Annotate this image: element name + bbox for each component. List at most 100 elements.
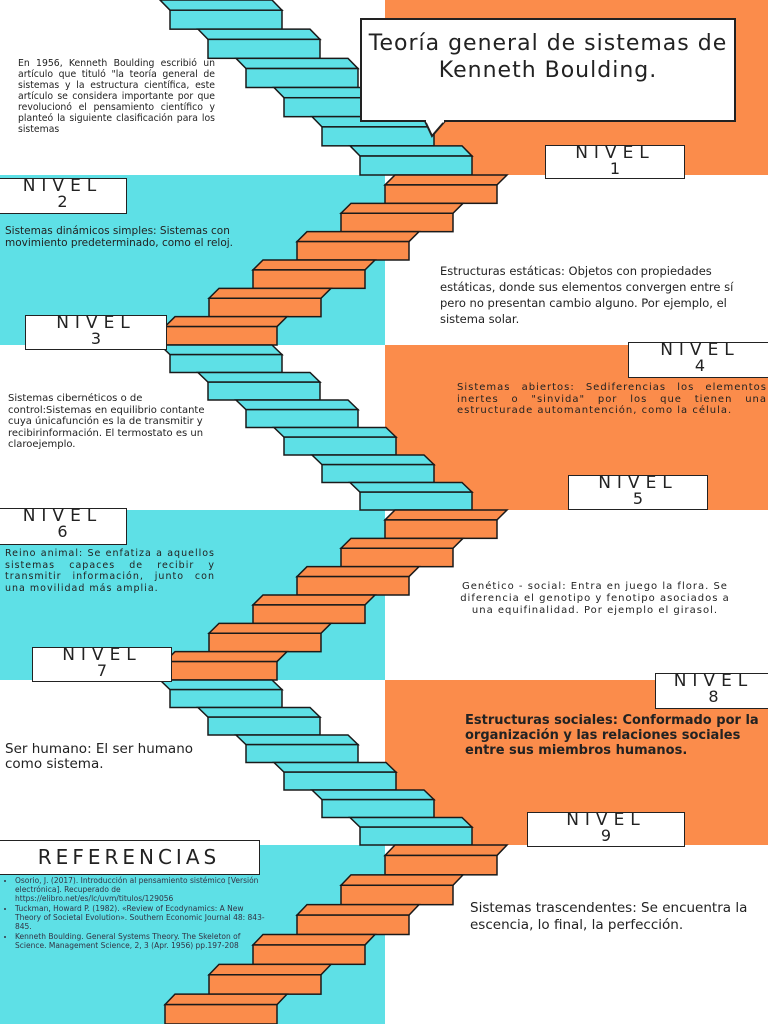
stair-step (234, 734, 360, 746)
stair-step (383, 174, 509, 186)
stair-step (207, 381, 321, 401)
stair-step (158, 0, 284, 11)
level-label: NIVEL (56, 313, 136, 333)
level-text: Sistemas trascendentes: Se encuentra la … (470, 900, 748, 933)
level-number: 5 (632, 489, 644, 508)
stair-step (296, 914, 410, 936)
stair-step (384, 519, 498, 540)
title: Teoría general de sistemas de Kenneth Bo… (360, 18, 736, 122)
level-label: NIVEL (598, 473, 678, 493)
level-label: NIVEL (62, 645, 142, 665)
level-box: NIVEL 8 (655, 673, 768, 709)
stair-step (169, 353, 283, 374)
stair-step (164, 325, 278, 346)
stair-step (283, 436, 397, 456)
references-heading: REFERENCIAS (0, 840, 260, 875)
stair-step (359, 155, 473, 176)
stair-step (348, 145, 474, 157)
stair-step (383, 844, 509, 857)
level-label: NIVEL (22, 506, 103, 526)
reference: Kenneth Boulding. General Systems Theory… (15, 932, 270, 950)
level-box: NIVEL 3 (25, 315, 167, 350)
level-text: Sistemas abiertos: Sediferencias los ele… (457, 382, 767, 416)
stair-step (359, 491, 473, 511)
stair-step (310, 454, 436, 466)
stair-step (207, 622, 333, 634)
level-number: 6 (57, 522, 68, 541)
stair-step (169, 9, 283, 30)
stair-step (245, 67, 359, 89)
level-text: Ser humano: El ser humano como sistema. (5, 741, 194, 772)
level-number: 9 (600, 826, 612, 845)
level-text: Sistemas cibernéticos o de control:Siste… (8, 393, 205, 450)
stair-step (384, 854, 498, 876)
stair-step (208, 632, 322, 653)
level-label: NIVEL (673, 671, 754, 691)
stair-step (383, 509, 509, 521)
level-box: NIVEL 2 (0, 178, 127, 214)
stair-step (283, 771, 397, 791)
level-number: 2 (57, 192, 68, 211)
level-box: NIVEL 1 (545, 145, 685, 179)
stair-step (164, 1003, 278, 1024)
stair-step (296, 575, 410, 596)
level-text: Estructuras sociales: Conformado por la … (465, 713, 759, 758)
stair-step (296, 240, 410, 261)
stair-step (348, 481, 474, 493)
stair-step (158, 344, 284, 356)
references-list: Osorio, J. (2017). Introducción al pensa… (5, 876, 270, 951)
level-label: NIVEL (22, 176, 103, 196)
level-text: Sistemas dinámicos simples: Sistemas con… (5, 225, 234, 249)
stair-step (339, 202, 465, 214)
reference: Osorio, J. (2017). Introducción al pensa… (15, 876, 270, 903)
level-box: NIVEL 9 (527, 812, 685, 847)
stair-step (208, 297, 322, 318)
stair-step (196, 706, 322, 718)
level-number: 4 (694, 356, 706, 375)
level-number: 8 (708, 687, 719, 706)
level-label: NIVEL (660, 340, 740, 360)
stair-step (321, 126, 435, 147)
stair-step (251, 594, 377, 606)
stair-step (207, 716, 321, 736)
stair-step (208, 974, 322, 995)
stair-step (295, 903, 421, 916)
stair-step (251, 259, 377, 271)
stair-step (321, 463, 435, 484)
stair-step (359, 826, 473, 846)
stair-step (163, 315, 289, 328)
stair-step (234, 57, 360, 70)
stair-step (310, 789, 436, 801)
stair-step (340, 212, 454, 233)
stair-step (207, 287, 333, 299)
stair-step (252, 269, 366, 290)
level-box: NIVEL 7 (32, 647, 172, 682)
level-label: NIVEL (566, 810, 646, 830)
level-number: 3 (90, 329, 102, 348)
reference: Tuckman, Howard P. (1982). «Review of Ec… (15, 904, 270, 931)
level-number: 7 (96, 661, 108, 680)
stair-step (339, 874, 465, 887)
level-label: NIVEL (575, 143, 655, 163)
stair-step (169, 688, 283, 709)
level-text: Genético - social: Entra en juego la flo… (460, 581, 730, 616)
stair-step (234, 399, 360, 411)
stair-step (158, 679, 284, 691)
stair-step (340, 547, 454, 568)
stair-step (245, 408, 359, 429)
stair-step (207, 963, 333, 976)
stair-step (339, 537, 465, 549)
stair-step (321, 798, 435, 819)
stair-step (252, 604, 366, 625)
stair-step (245, 743, 359, 764)
level-text: Estructuras estáticas: Objetos con propi… (440, 264, 734, 326)
stair-step (163, 650, 289, 663)
level-text: Reino animal: Se enfatiza a aquellos sis… (5, 548, 215, 594)
level-box: NIVEL 6 (0, 508, 127, 545)
intro: En 1956, Kenneth Boulding escribió un ar… (18, 58, 215, 135)
stair-step (163, 993, 289, 1006)
stair-step (340, 884, 454, 906)
stair-step (295, 230, 421, 243)
stair-step (251, 933, 377, 946)
stair-step (164, 660, 278, 681)
